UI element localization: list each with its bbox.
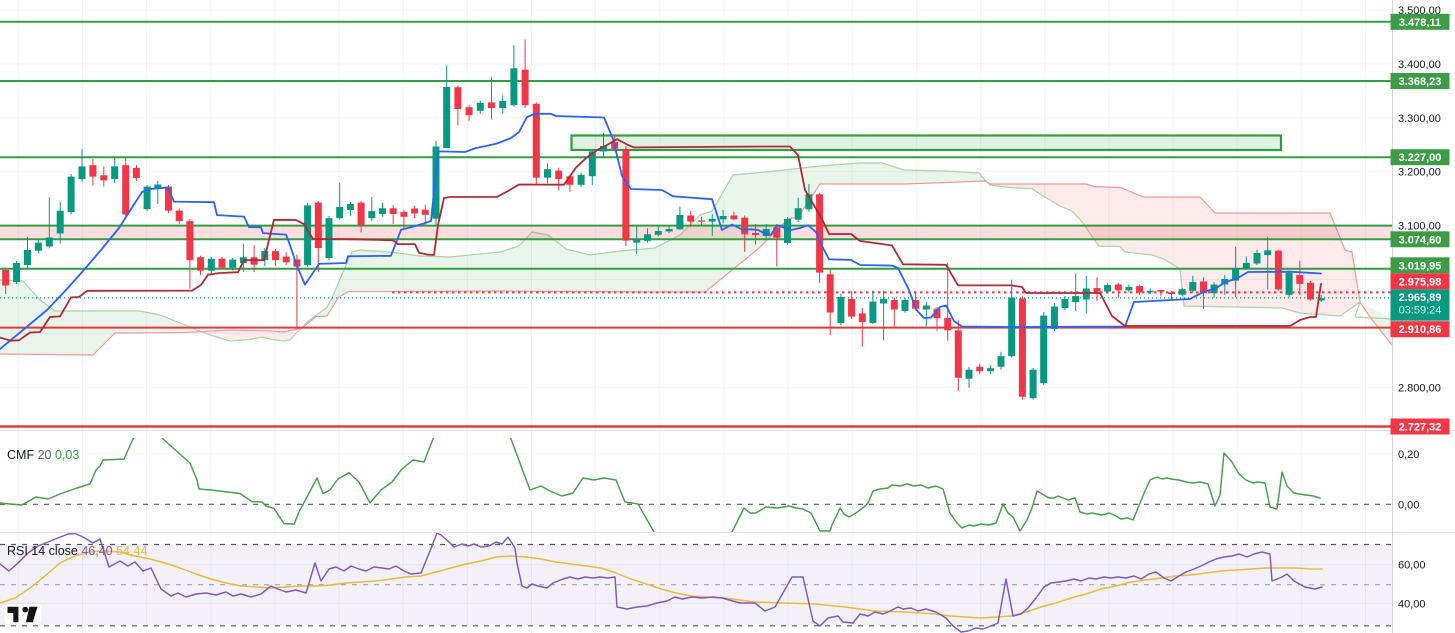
svg-text:03:59:24: 03:59:24 <box>1399 305 1442 317</box>
svg-text:3.227,00: 3.227,00 <box>1399 152 1442 164</box>
svg-text:3.074,60: 3.074,60 <box>1399 234 1442 246</box>
svg-text:2.975,98: 2.975,98 <box>1399 276 1442 288</box>
svg-text:2.910,86: 2.910,86 <box>1399 324 1442 336</box>
svg-text:3.300,00: 3.300,00 <box>1398 113 1441 125</box>
svg-text:0,00: 0,00 <box>1398 499 1419 511</box>
svg-text:0,20: 0,20 <box>1398 449 1419 461</box>
svg-text:2.727,32: 2.727,32 <box>1399 422 1442 434</box>
svg-text:3.478,11: 3.478,11 <box>1399 17 1441 29</box>
svg-text:3.019,95: 3.019,95 <box>1399 260 1442 272</box>
svg-text:3.100,00: 3.100,00 <box>1398 221 1441 233</box>
svg-text:3.200,00: 3.200,00 <box>1398 167 1441 179</box>
svg-text:40,00: 40,00 <box>1398 598 1426 610</box>
svg-text:2.800,00: 2.800,00 <box>1398 382 1441 394</box>
svg-text:3.368,23: 3.368,23 <box>1399 76 1442 88</box>
svg-text:60,00: 60,00 <box>1398 560 1426 572</box>
svg-text:CMF 20 0,03: CMF 20 0,03 <box>7 448 79 462</box>
svg-text:2.965,89: 2.965,89 <box>1399 292 1442 304</box>
svg-text:RSI 14 close 46,40 54,44: RSI 14 close 46,40 54,44 <box>7 544 147 558</box>
svg-text:3.400,00: 3.400,00 <box>1398 59 1441 71</box>
